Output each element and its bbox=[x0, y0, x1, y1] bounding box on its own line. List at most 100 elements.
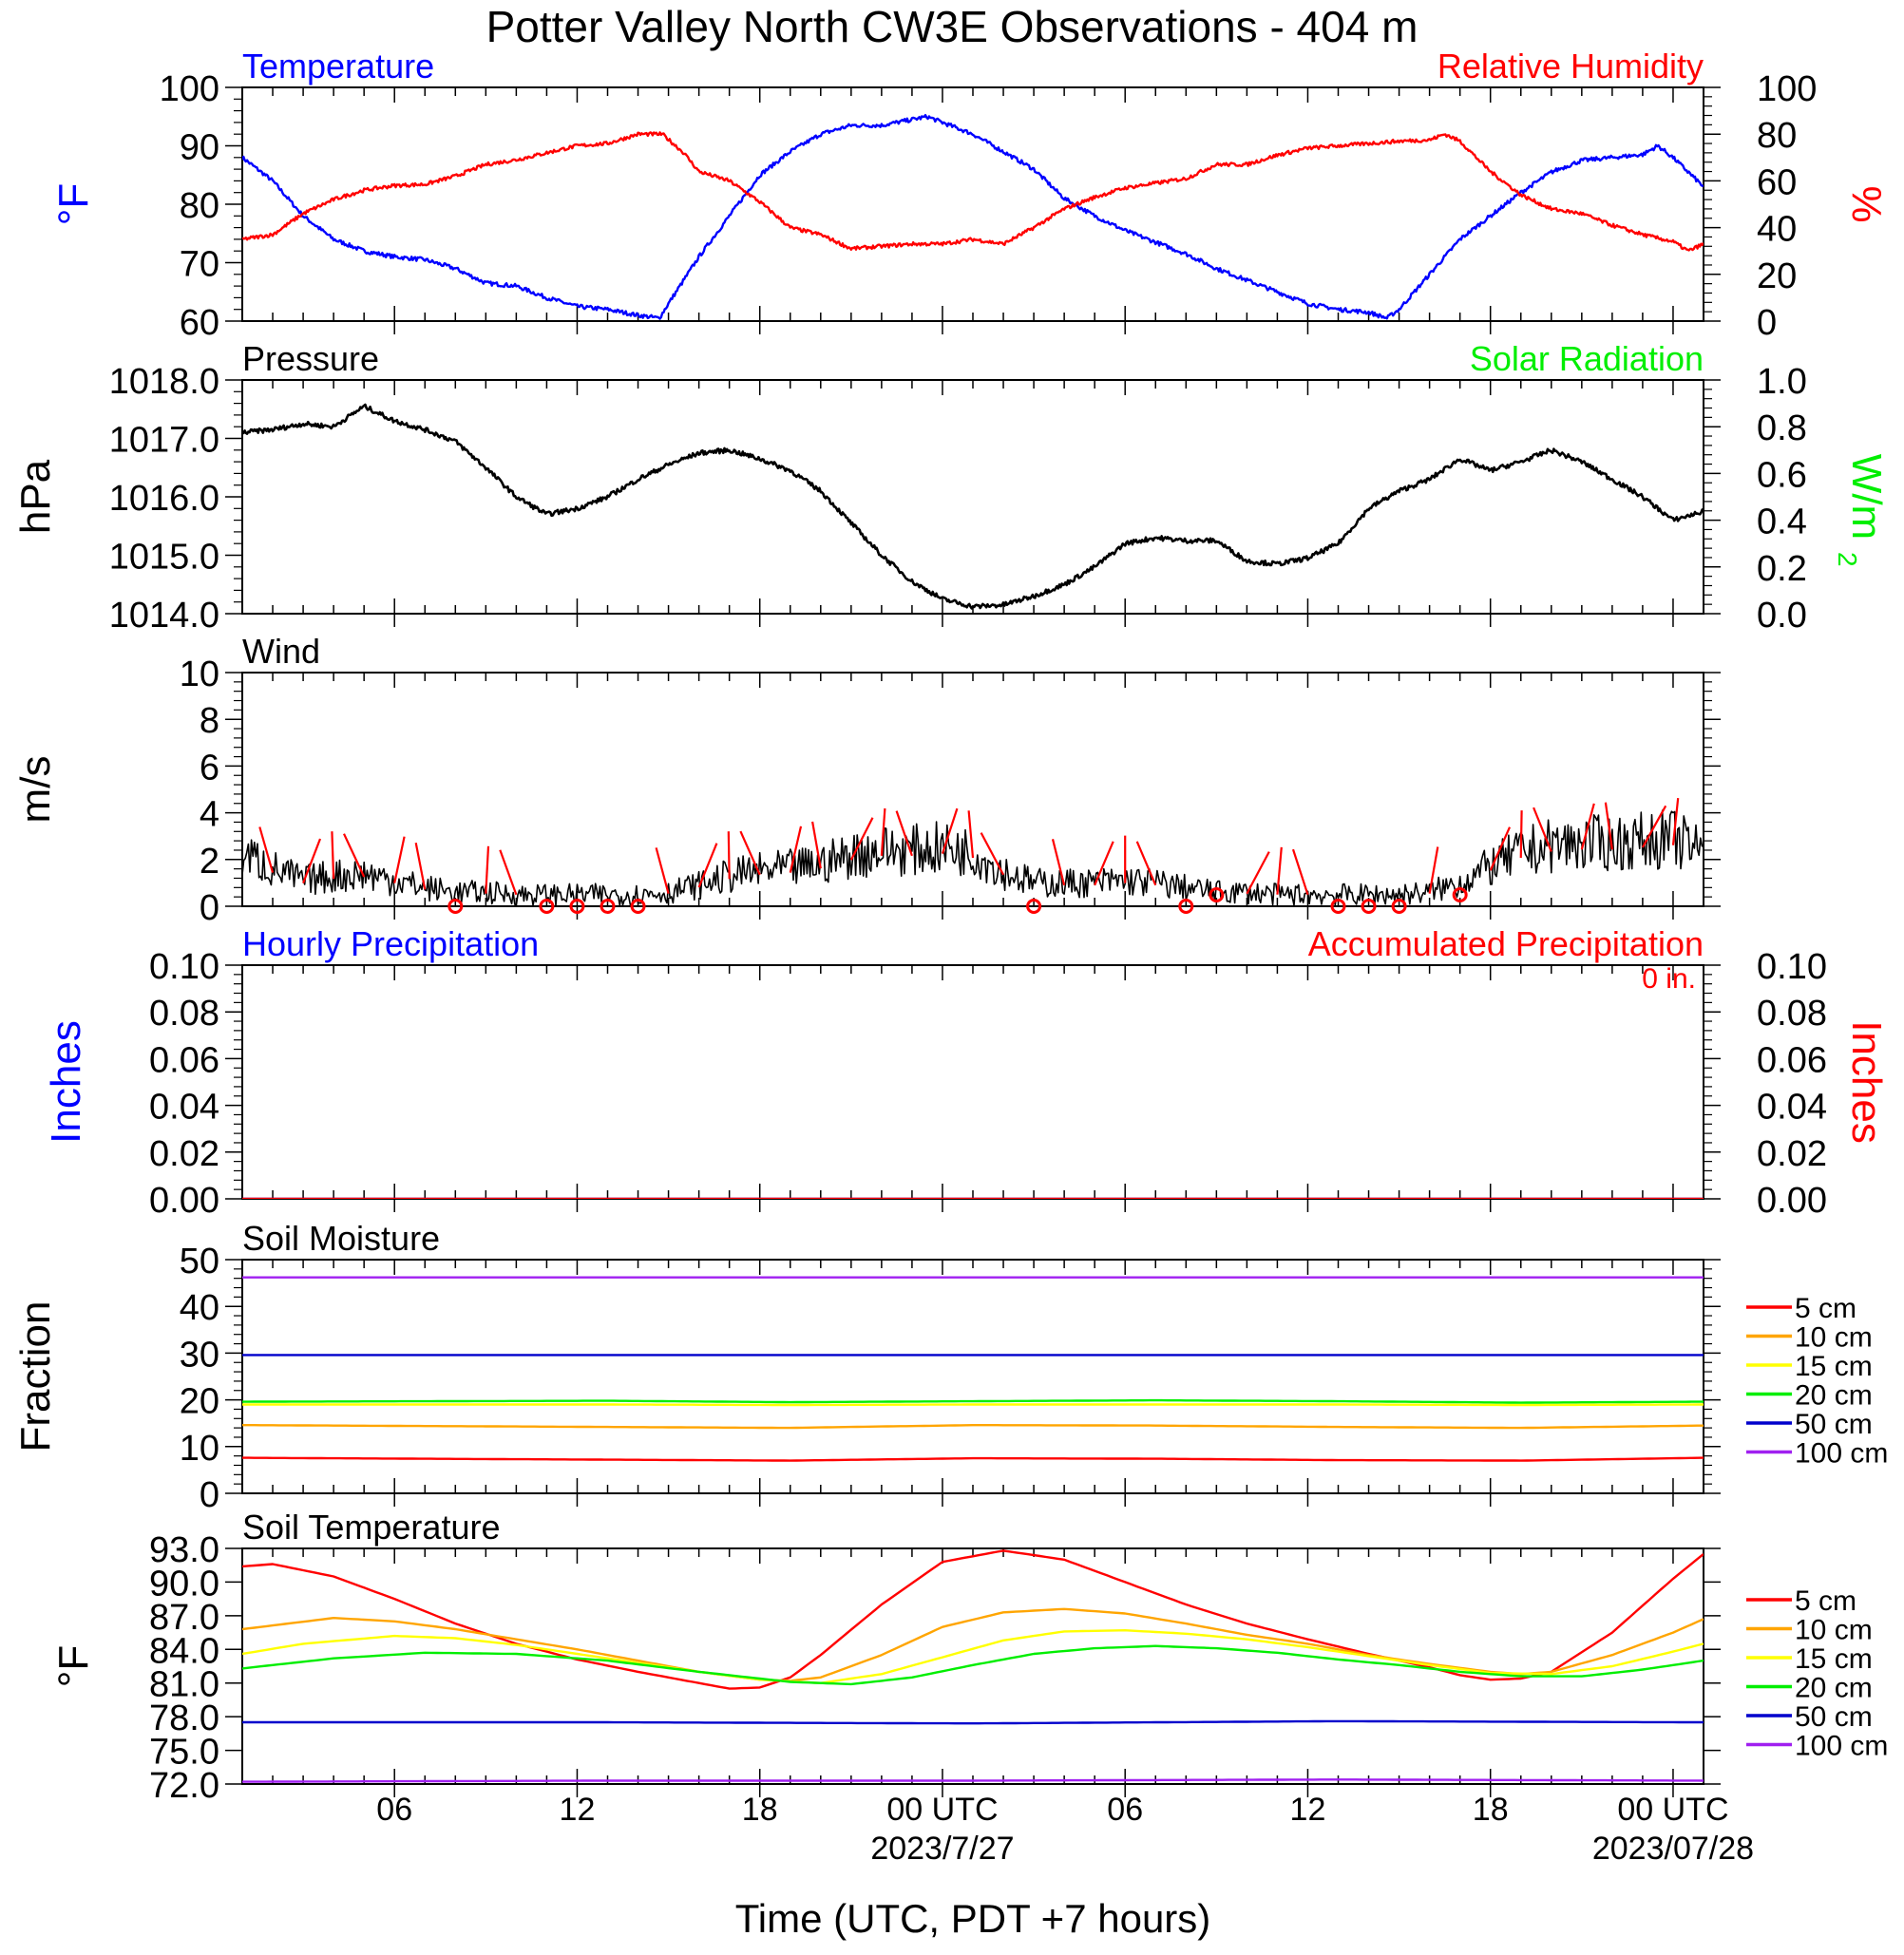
y-tick-label: 0.02 bbox=[149, 1134, 219, 1174]
y-tick-label: 2 bbox=[200, 842, 219, 882]
y-axis-label-right: % bbox=[1843, 185, 1890, 222]
wind-barb bbox=[499, 849, 518, 896]
legend-label: 100 cm bbox=[1795, 1438, 1888, 1470]
y-tick-label: 1015.0 bbox=[109, 538, 219, 578]
wind-barb bbox=[1580, 803, 1595, 850]
calm-wind-marker bbox=[569, 899, 585, 914]
panel-title-left: Pressure bbox=[242, 339, 379, 378]
y-tick-label: 0.00 bbox=[149, 1181, 219, 1221]
panel-temp_rh: 100 90 80 70 60 100 80 60 40 20 0 Temperature Relati… bbox=[50, 47, 1890, 343]
y-tick-label: 87.0 bbox=[149, 1598, 219, 1638]
y-tick-label: 0.04 bbox=[149, 1088, 219, 1128]
calm-wind-marker bbox=[1026, 899, 1042, 914]
y-tick-label: 40 bbox=[180, 1288, 219, 1328]
panel-title-right: Solar Radiation bbox=[1470, 339, 1704, 378]
calm-wind-marker bbox=[1361, 899, 1377, 914]
y-tick-label: 1017.0 bbox=[109, 421, 219, 461]
legend-label: 20 cm bbox=[1795, 1673, 1873, 1704]
y-right-tick-label: 0.06 bbox=[1757, 1040, 1827, 1080]
x-tick-label: 06 bbox=[376, 1792, 412, 1828]
wind-barb bbox=[414, 842, 427, 890]
wind-barb bbox=[258, 826, 275, 873]
wind-barb bbox=[1533, 807, 1552, 852]
calm-wind-marker bbox=[1391, 899, 1407, 914]
y-right-tick-label: 0.02 bbox=[1757, 1134, 1827, 1174]
series-line-10-cm bbox=[242, 1607, 1704, 1682]
x-date-label: 2023/7/27 bbox=[870, 1831, 1014, 1867]
series-line-50-cm bbox=[242, 1719, 1704, 1725]
series-line-relative-humidity bbox=[242, 131, 1704, 252]
y-right-tick-label: 100 bbox=[1757, 69, 1817, 109]
y-tick-label: 60 bbox=[180, 303, 219, 343]
panel-frame bbox=[241, 964, 1704, 1200]
y-tick-label: 100 bbox=[160, 69, 219, 109]
wind-barb bbox=[980, 832, 1005, 876]
panel-frame bbox=[241, 672, 1704, 907]
series-line-15-cm bbox=[242, 1628, 1704, 1684]
x-tick-label: 12 bbox=[1290, 1792, 1326, 1828]
wind-barb bbox=[739, 830, 761, 876]
wind-barb bbox=[967, 810, 975, 859]
wind-barb bbox=[655, 847, 670, 895]
x-tick-label: 18 bbox=[1473, 1792, 1509, 1828]
panel-title-left: Soil Temperature bbox=[242, 1508, 500, 1547]
series-line-20-cm bbox=[242, 1644, 1704, 1686]
y-tick-label: 0 bbox=[200, 1475, 219, 1515]
y-axis-label: °F bbox=[50, 1645, 97, 1687]
y-tick-label: 1018.0 bbox=[109, 362, 219, 402]
y-tick-label: 50 bbox=[180, 1242, 219, 1281]
series-line-100-cm bbox=[242, 1778, 1704, 1783]
y-tick-label: 93.0 bbox=[149, 1530, 219, 1570]
y-tick-label: 1014.0 bbox=[109, 596, 219, 636]
y-tick-label: 1016.0 bbox=[109, 479, 219, 519]
y-tick-label: 90 bbox=[180, 128, 219, 168]
y-axis-label: m/s bbox=[12, 756, 59, 824]
y-right-tick-label: 0.08 bbox=[1757, 994, 1827, 1034]
legend-label: 100 cm bbox=[1795, 1731, 1888, 1762]
panel-title-right: Accumulated Precipitation bbox=[1308, 924, 1704, 963]
calm-wind-marker bbox=[539, 899, 555, 914]
y-tick-label: 81.0 bbox=[149, 1665, 219, 1705]
y-tick-label: 90.0 bbox=[149, 1564, 219, 1604]
panel-pressure_solar: 1018.0 1017.0 1016.0 1015.0 1014.0 1.0 0.8 0.6 0… bbox=[12, 339, 1890, 636]
series-line-wind bbox=[242, 809, 1704, 906]
wind-barb bbox=[1291, 848, 1309, 896]
y-axis-label-superscript: 2 bbox=[1833, 552, 1862, 567]
y-axis-label-right: Inches bbox=[1843, 1020, 1890, 1144]
calm-wind-marker bbox=[1330, 899, 1346, 914]
y-tick-label: 80 bbox=[180, 186, 219, 226]
y-right-tick-label: 0.10 bbox=[1757, 947, 1827, 987]
x-date-label: 2023/07/28 bbox=[1592, 1831, 1754, 1867]
panel-title-right: Relative Humidity bbox=[1438, 47, 1704, 85]
wind-barb bbox=[302, 838, 322, 884]
y-tick-label: 0.08 bbox=[149, 994, 219, 1034]
panel-frame bbox=[241, 379, 1704, 615]
calm-wind-marker bbox=[600, 899, 616, 914]
y-tick-label: 72.0 bbox=[149, 1766, 219, 1806]
y-axis-label: Fraction bbox=[12, 1301, 59, 1452]
legend-label: 10 cm bbox=[1795, 1615, 1873, 1646]
y-right-tick-label: 0.04 bbox=[1757, 1088, 1827, 1128]
wind-barb bbox=[1604, 802, 1613, 850]
wind-barb bbox=[1051, 839, 1066, 886]
y-tick-label: 8 bbox=[200, 701, 219, 741]
y-axis-label: hPa bbox=[12, 459, 59, 534]
legend-label: 5 cm bbox=[1795, 1585, 1856, 1617]
x-tick-label: 12 bbox=[560, 1792, 596, 1828]
wind-barb bbox=[1246, 851, 1270, 895]
y-tick-label: 20 bbox=[180, 1382, 219, 1422]
series-group bbox=[242, 403, 1704, 610]
y-tick-label: 0 bbox=[200, 888, 219, 928]
series-line-temperature bbox=[242, 113, 1704, 320]
y-right-tick-label: 0.6 bbox=[1757, 455, 1807, 495]
wind-barb bbox=[727, 831, 731, 880]
y-right-tick-label: 0.4 bbox=[1757, 503, 1807, 542]
wind-barb bbox=[1276, 846, 1283, 895]
legend-label: 20 cm bbox=[1795, 1380, 1873, 1412]
panel-wind: 10 8 6 4 2 0 Wind m/s bbox=[12, 632, 1721, 928]
y-tick-label: 70 bbox=[180, 245, 219, 285]
wind-barb bbox=[1428, 846, 1439, 894]
